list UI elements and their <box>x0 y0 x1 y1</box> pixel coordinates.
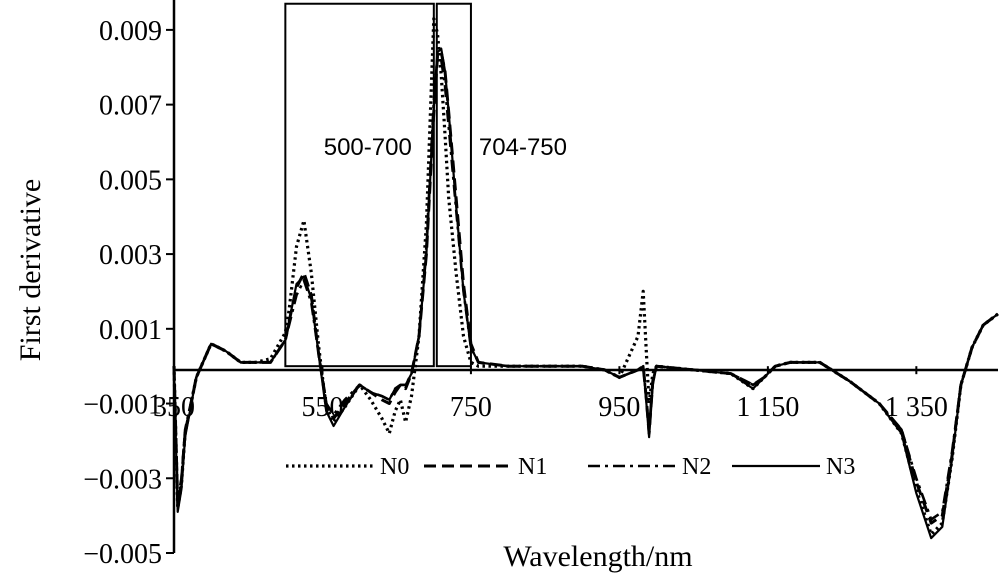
legend-label-n1: N1 <box>518 454 547 480</box>
y-tick-label: 0.003 <box>99 240 162 271</box>
x-tick-label: 950 <box>598 392 640 423</box>
range-label-2: 704-750 <box>479 134 567 161</box>
series-line-n2 <box>172 54 999 521</box>
range-box-1 <box>284 2 435 368</box>
series-line-n0 <box>172 17 999 536</box>
y-tick-label: 0.007 <box>99 91 162 122</box>
series-line-n3 <box>172 47 999 540</box>
range-box-2 <box>435 2 472 368</box>
y-tick-label: −0.005 <box>83 539 162 570</box>
x-tick-label: 750 <box>450 392 492 423</box>
legend-label-n2: N2 <box>682 454 711 480</box>
x-tick-label: 1 350 <box>885 392 948 423</box>
series-line-n1 <box>172 50 999 525</box>
legend-label-n3: N3 <box>826 454 855 480</box>
y-tick-label: 0.001 <box>99 315 162 346</box>
y-tick-label: 0.009 <box>99 16 162 47</box>
y-axis-label: First derivative <box>14 179 47 361</box>
range-label-1: 500-700 <box>324 134 412 161</box>
y-tick-label: −0.003 <box>83 464 162 495</box>
x-axis-label: Wavelength/nm <box>503 540 692 573</box>
x-tick-label: 550 <box>301 392 343 423</box>
y-tick-label: −0.001 <box>83 390 162 421</box>
y-tick-label: 0.005 <box>99 165 162 196</box>
x-tick-label: 1 150 <box>736 392 799 423</box>
legend-label-n0: N0 <box>380 454 409 480</box>
